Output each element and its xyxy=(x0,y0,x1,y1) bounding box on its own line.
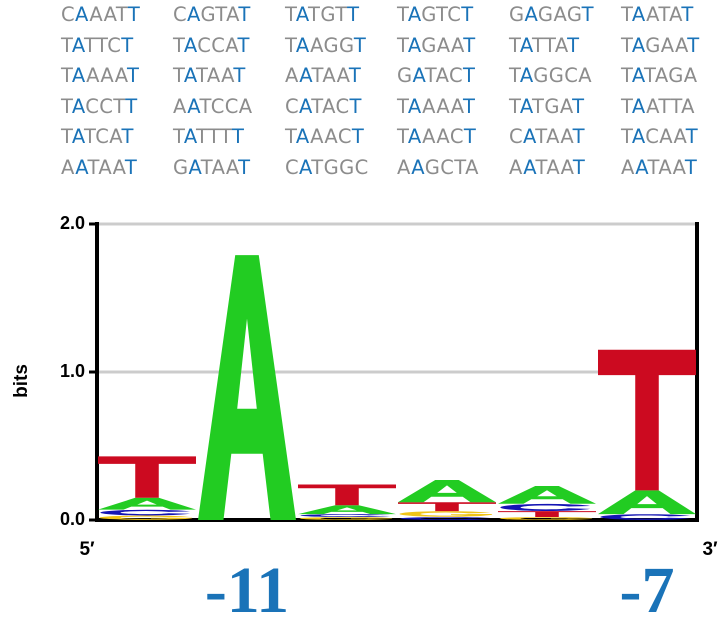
letter-a xyxy=(498,485,596,504)
sequence-motif: AATAAT xyxy=(621,155,698,179)
letter-a xyxy=(598,490,696,515)
position-labels: -11 -7 xyxy=(205,554,675,621)
y-axis-label: bits xyxy=(11,364,32,398)
letter-g xyxy=(399,511,493,517)
position-label: -11 xyxy=(205,554,289,621)
letter-t xyxy=(398,502,496,512)
sequence-motif: AATAAT xyxy=(61,155,138,179)
sequence-motif: AATAAT xyxy=(285,64,362,87)
letter-t xyxy=(98,456,196,498)
letter-a xyxy=(198,255,296,520)
sequence-motif: TAGAAT xyxy=(621,33,700,57)
sequence-motif: TATGTT xyxy=(285,3,360,26)
sequence-motif: TAGAAT xyxy=(397,33,476,57)
sequence-motif: GATAAT xyxy=(173,155,251,179)
letter-c xyxy=(300,514,391,517)
sequence-motif: GAGAGT xyxy=(509,3,594,26)
position-label: -7 xyxy=(620,554,675,621)
letter-a xyxy=(98,497,196,510)
sequence-motif: TAGTCT xyxy=(397,3,474,26)
sequence-motif: CAGTAT xyxy=(173,3,251,26)
logo-position xyxy=(198,255,296,520)
letter-t xyxy=(298,484,396,506)
letter-a xyxy=(298,505,396,515)
letter-t xyxy=(598,349,696,491)
letter-c xyxy=(100,509,191,516)
sequence-motif: TATAGA xyxy=(621,64,698,87)
logo-position xyxy=(398,480,496,520)
letter-stacks xyxy=(98,255,696,520)
sequence-motif: TATTTT xyxy=(173,125,245,148)
sequence-motif: TAATAT xyxy=(621,3,694,26)
sequence-motif: TAAAAT xyxy=(397,94,476,118)
logo-position xyxy=(598,349,696,520)
sequence-motif: CATACT xyxy=(285,94,362,118)
sequence-motif: TATTCT xyxy=(61,33,134,57)
letter-a xyxy=(398,480,496,503)
sequence-motif: AAGCTA xyxy=(397,155,479,179)
sequence-motif: TATGAT xyxy=(509,94,585,118)
x-end-label: 3′ xyxy=(702,539,718,560)
y-tick-label: 1.0 xyxy=(60,361,85,381)
sequence-motif: TACCAT xyxy=(173,33,250,57)
letter-g xyxy=(99,515,193,520)
sequence-motif: TAGGCA xyxy=(509,64,593,87)
sequence-motif: TATTAT xyxy=(509,33,580,57)
sequence-motif: CATAAT xyxy=(509,125,585,148)
y-ticks: 0.0 1.0 2.0 xyxy=(60,213,97,529)
sequence-motif: GATACT xyxy=(397,64,476,87)
sequence-motif: TATAAT xyxy=(173,64,246,87)
sequence-motif: TAAACT xyxy=(397,125,477,148)
y-tick-label: 0.0 xyxy=(60,509,85,529)
sequence-motif: CAAATT xyxy=(61,3,141,26)
y-tick-label: 2.0 xyxy=(60,213,85,233)
logo-position xyxy=(298,484,396,520)
sequence-motif: TACCTT xyxy=(61,94,138,118)
sequence-motif: TAAAAT xyxy=(61,64,140,87)
sequence-motif: TAAACT xyxy=(285,125,365,148)
sequence-motif: TACAAT xyxy=(621,125,699,148)
sequence-alignment: CAAATT CAGTAT TATGTT TAGTCT GAGAGT TAATAT TATT… xyxy=(0,0,722,190)
letter-t xyxy=(498,511,596,518)
logo-position xyxy=(98,456,196,520)
logo-position xyxy=(498,485,596,520)
sequence-motif: CATGGC xyxy=(285,155,369,179)
letter-c xyxy=(600,514,691,520)
sequence-motif: TAATTA xyxy=(621,94,695,118)
sequence-motif: AATCCA xyxy=(173,94,253,118)
x-start-label: 5′ xyxy=(79,539,95,560)
sequence-motif: TATCAT xyxy=(61,125,134,148)
sequence-motif: TAAGGT xyxy=(285,33,367,57)
letter-c xyxy=(500,503,591,511)
sequence-motif: AATAAT xyxy=(509,155,586,179)
